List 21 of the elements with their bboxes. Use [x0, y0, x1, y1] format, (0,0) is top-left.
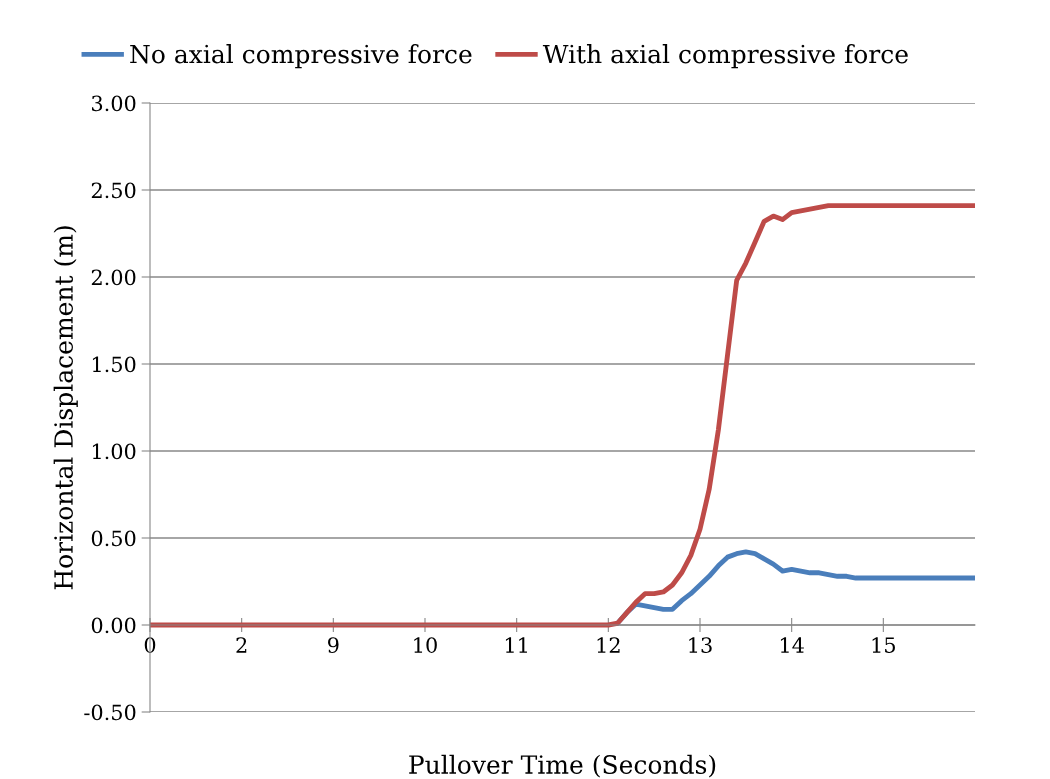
x-tick-label: 11 [505, 637, 527, 653]
x-tick-label: 0 [144, 637, 156, 653]
y-tick-label: 2.50 [91, 182, 136, 199]
x-tick-label: 9 [328, 637, 339, 653]
y-tick-label: 0.50 [91, 530, 136, 547]
y-tick-label: 3.00 [92, 95, 136, 112]
x-tick-label: 15 [872, 637, 895, 653]
y-tick-label: 1.50 [92, 356, 136, 373]
x-tick-label: 14 [780, 637, 804, 653]
legend-label: With axial compressive force [542, 44, 908, 69]
x-axis-title: Pullover Time (Seconds) [409, 754, 716, 778]
y-tick-label: 0.00 [91, 617, 136, 634]
x-tick-label: 12 [597, 637, 620, 653]
y-tick-label: 1.00 [92, 443, 136, 460]
x-tick-label: 10 [414, 637, 437, 653]
legend-label: No axial compressive force [130, 44, 472, 69]
x-tick-label: 2 [236, 637, 247, 653]
y-tick-label: -0.50 [84, 704, 136, 721]
y-tick-label: 2.00 [91, 269, 136, 286]
x-tick-label: 13 [689, 637, 712, 653]
y-axis-title: Horizontal Displacement (m) [53, 226, 78, 590]
